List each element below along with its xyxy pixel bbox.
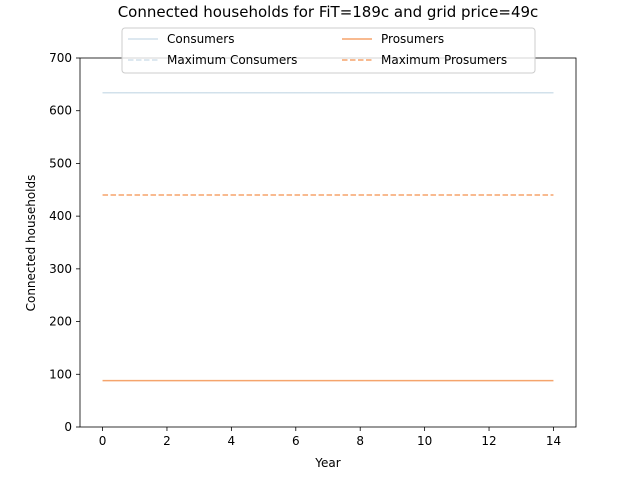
legend-label: Consumers (167, 32, 234, 46)
x-tick-label: 14 (546, 434, 561, 448)
x-tick-label: 4 (228, 434, 236, 448)
y-tick-label: 100 (49, 367, 72, 381)
legend-label: Maximum Prosumers (381, 53, 507, 67)
legend-box (121, 27, 536, 74)
legend-label: Maximum Consumers (167, 53, 297, 67)
x-tick-label: 6 (292, 434, 300, 448)
x-tick-label: 0 (99, 434, 107, 448)
x-axis-label: Year (314, 456, 340, 470)
y-axis-label: Connected households (24, 175, 38, 312)
y-tick-label: 600 (49, 104, 72, 118)
y-tick-label: 0 (64, 420, 72, 434)
x-tick-label: 12 (481, 434, 496, 448)
legend: Consumers Maximum Consumers Prosumers Maxim… (121, 27, 536, 74)
y-tick-label: 200 (49, 315, 72, 329)
y-tick-label: 700 (49, 51, 72, 65)
chart-title: Connected households for FiT=189c and gr… (118, 3, 539, 21)
x-tick-label: 8 (356, 434, 364, 448)
x-tick-label: 2 (163, 434, 171, 448)
x-tick-label: 10 (417, 434, 432, 448)
y-tick-label: 500 (49, 156, 72, 170)
y-tick-label: 400 (49, 209, 72, 223)
axes-frame (79, 57, 577, 428)
plot-area: 0 2 4 6 8 10 12 14 0 100 200 300 400 500 600 700 (49, 51, 577, 448)
y-tick-label: 300 (49, 262, 72, 276)
legend-label: Prosumers (381, 32, 444, 46)
